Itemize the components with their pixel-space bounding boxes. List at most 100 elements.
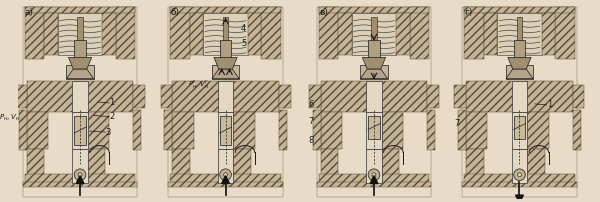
Bar [161, 84, 172, 108]
Text: в): в) [319, 8, 328, 17]
Bar [319, 7, 338, 59]
Bar [170, 174, 281, 183]
Bar [371, 17, 377, 40]
Circle shape [368, 169, 380, 181]
Bar [262, 7, 281, 59]
Bar [382, 148, 399, 183]
Bar [233, 112, 254, 148]
Bar [466, 148, 484, 183]
Bar [133, 110, 141, 150]
Bar [67, 65, 94, 79]
Bar [203, 13, 248, 55]
Bar [338, 13, 352, 55]
Bar [366, 81, 382, 112]
Polygon shape [212, 69, 239, 79]
Bar [220, 116, 232, 145]
Bar [74, 116, 86, 145]
Text: 5: 5 [241, 39, 247, 48]
Bar [512, 81, 527, 112]
Bar [172, 81, 279, 112]
Bar [26, 112, 48, 148]
Circle shape [514, 169, 526, 181]
Text: 3: 3 [105, 127, 110, 137]
Bar [484, 13, 497, 55]
Bar [573, 84, 584, 108]
Bar [218, 148, 233, 183]
Bar [172, 148, 190, 183]
Text: 4: 4 [241, 24, 247, 33]
Bar [116, 7, 136, 59]
Bar [58, 13, 103, 55]
Bar [133, 84, 145, 108]
Bar [573, 110, 581, 150]
Bar [466, 112, 487, 148]
Circle shape [372, 173, 376, 177]
Bar [320, 81, 427, 112]
Polygon shape [508, 57, 531, 69]
Bar [462, 182, 577, 187]
Polygon shape [221, 176, 229, 183]
Bar [427, 84, 439, 108]
Bar [396, 13, 410, 55]
Bar [517, 17, 523, 40]
Text: 7: 7 [454, 119, 460, 128]
Bar [72, 81, 88, 112]
Bar [23, 182, 137, 187]
Text: 1: 1 [109, 98, 115, 107]
Bar [514, 116, 526, 139]
Bar [319, 174, 429, 183]
Bar [25, 7, 136, 13]
Polygon shape [361, 69, 388, 79]
Bar [382, 112, 403, 148]
Bar [74, 40, 86, 69]
Bar [366, 112, 382, 148]
Bar [220, 40, 232, 69]
Bar [279, 110, 287, 150]
Bar [368, 116, 380, 139]
Bar [77, 17, 83, 40]
Bar [542, 13, 556, 55]
Bar [72, 148, 88, 183]
Bar [88, 112, 109, 148]
Bar [313, 110, 320, 150]
Bar [317, 7, 431, 197]
Circle shape [74, 169, 86, 181]
Bar [366, 148, 382, 183]
Bar [464, 7, 575, 13]
Bar [512, 148, 527, 183]
Bar [223, 17, 229, 40]
Bar [172, 112, 194, 148]
Bar [506, 65, 533, 79]
Bar [19, 110, 26, 150]
Bar [248, 13, 262, 55]
Bar [233, 148, 251, 183]
Bar [410, 7, 429, 59]
Bar [320, 112, 342, 148]
Circle shape [78, 173, 82, 177]
Bar [170, 7, 281, 13]
Bar [15, 84, 26, 108]
Bar [88, 148, 105, 183]
Bar [26, 148, 44, 183]
Bar [309, 84, 320, 108]
Bar [352, 13, 396, 55]
Bar [279, 84, 290, 108]
Polygon shape [67, 69, 94, 79]
Bar [556, 7, 575, 59]
Polygon shape [68, 57, 92, 69]
Bar [72, 112, 88, 148]
Circle shape [224, 173, 227, 177]
Bar [317, 182, 431, 187]
Bar [320, 148, 338, 183]
Bar [368, 40, 380, 69]
Text: б): б) [170, 8, 179, 17]
Bar [26, 81, 133, 112]
Text: г): г) [464, 8, 473, 17]
Bar [464, 7, 484, 59]
Polygon shape [76, 176, 84, 183]
Text: 7: 7 [308, 117, 314, 126]
Bar [25, 7, 44, 59]
Bar [212, 65, 239, 79]
Text: 8: 8 [308, 136, 314, 145]
Bar [170, 7, 190, 59]
